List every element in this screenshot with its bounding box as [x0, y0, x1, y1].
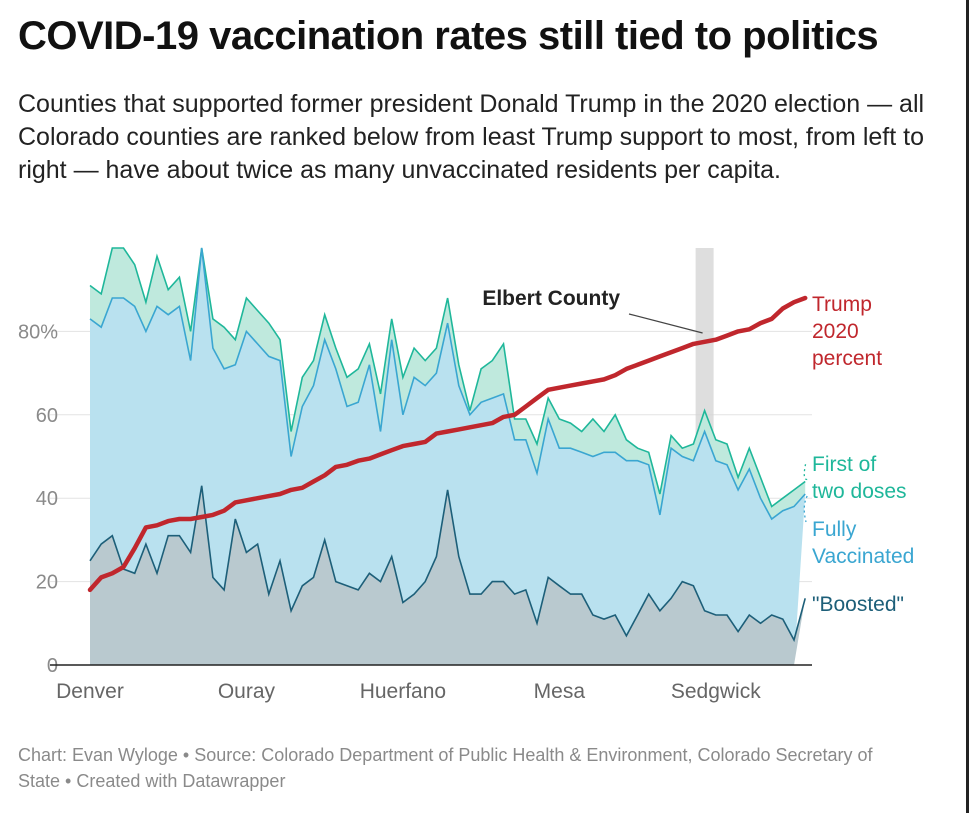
x-category-label: Ouray	[218, 680, 276, 703]
chart-areas	[90, 248, 806, 665]
boosted-line	[89, 485, 806, 643]
x-category-label: Denver	[56, 680, 124, 703]
first-dose-band	[90, 248, 806, 519]
axes: 0 20 40 60 80% Denver Ouray Huerfano Mesa Sedgwic…	[18, 321, 812, 703]
boosted-series-label: "Boosted"	[812, 593, 904, 616]
y-tick-label: 60	[36, 405, 58, 427]
y-tick-label: 20	[36, 572, 58, 594]
trump-series-label: percent	[812, 347, 882, 370]
y-tick-label: 80%	[18, 321, 58, 343]
elbert-leader-line	[628, 313, 703, 334]
fully-vaccinated-series-label: Fully	[812, 518, 857, 541]
first-dose-series-label: two doses	[812, 480, 907, 503]
chart-lines	[87, 247, 808, 643]
y-tick-label: 0	[47, 655, 58, 677]
first-dose-connector	[803, 461, 808, 481]
fully-vaccinated-connector	[803, 495, 808, 523]
series-labels: Elbert County Trump 2020 percent First of two…	[482, 287, 914, 616]
chart-subtitle: Counties that supported former president…	[18, 90, 925, 184]
trump-line	[87, 295, 808, 593]
y-tick-label: 40	[36, 488, 58, 510]
first-dose-line	[89, 247, 806, 508]
trump-series-label: Trump	[812, 293, 872, 316]
fully-vaccinated-line	[89, 247, 806, 521]
page-right-border	[966, 0, 969, 813]
fully-vaccinated-area	[90, 248, 806, 665]
boosted-area	[90, 485, 806, 665]
first-dose-series-label: First of	[812, 453, 876, 476]
elbert-county-label: Elbert County	[482, 287, 620, 310]
chart-canvas: 0 20 40 60 80% Denver Ouray Huerfano Mesa Sedgwic…	[18, 247, 914, 703]
x-category-label: Mesa	[534, 680, 586, 703]
chart-footer: Chart: Evan Wyloge • Source: Colorado De…	[18, 745, 873, 791]
chart-title: COVID-19 vaccination rates still tied to…	[18, 14, 879, 58]
trump-series-label: 2020	[812, 320, 859, 343]
x-category-label: Sedgwick	[671, 680, 761, 703]
fully-vaccinated-series-label: Vaccinated	[812, 545, 914, 568]
x-category-label: Huerfano	[360, 680, 446, 703]
